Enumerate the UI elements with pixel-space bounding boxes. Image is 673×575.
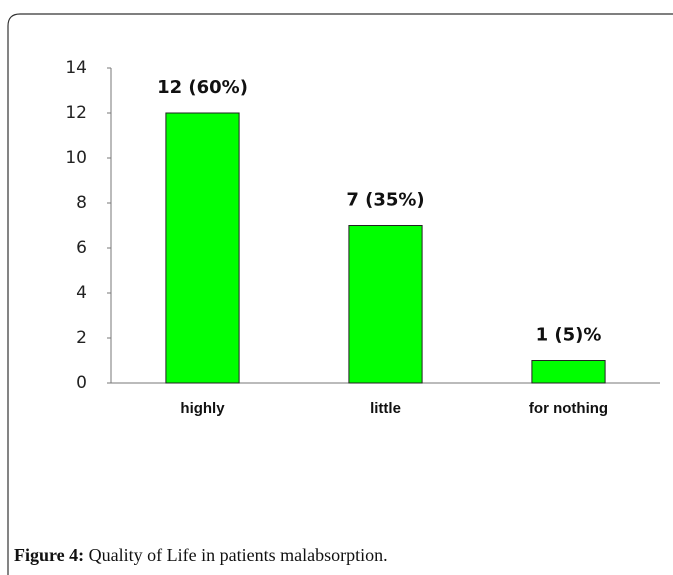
y-tick-label: 8 — [76, 193, 87, 213]
y-tick-label: 4 — [76, 283, 87, 303]
caption: Figure 4: Quality of Life in patients ma… — [14, 545, 388, 565]
x-tick-label: little — [370, 400, 401, 417]
y-tick-label: 12 — [65, 103, 87, 123]
value-label: 12 (60%) — [157, 77, 248, 98]
bar — [165, 112, 240, 384]
caption-label: Figure 4: — [14, 545, 84, 565]
y-tick-label: 10 — [65, 148, 87, 168]
bar — [531, 360, 606, 384]
x-tick-label: for nothing — [529, 400, 608, 417]
caption-text: Quality of Life in patients malabsorptio… — [89, 545, 388, 565]
y-tick-label: 14 — [65, 58, 87, 78]
y-tick-label: 6 — [76, 238, 87, 258]
value-label: 1 (5)% — [536, 325, 602, 346]
x-tick-label: highly — [180, 400, 225, 417]
y-tick-label: 2 — [76, 328, 87, 348]
y-tick-label: 0 — [76, 373, 87, 393]
frame — [7, 13, 673, 575]
value-label: 7 (35%) — [346, 190, 424, 211]
bar — [348, 225, 423, 384]
